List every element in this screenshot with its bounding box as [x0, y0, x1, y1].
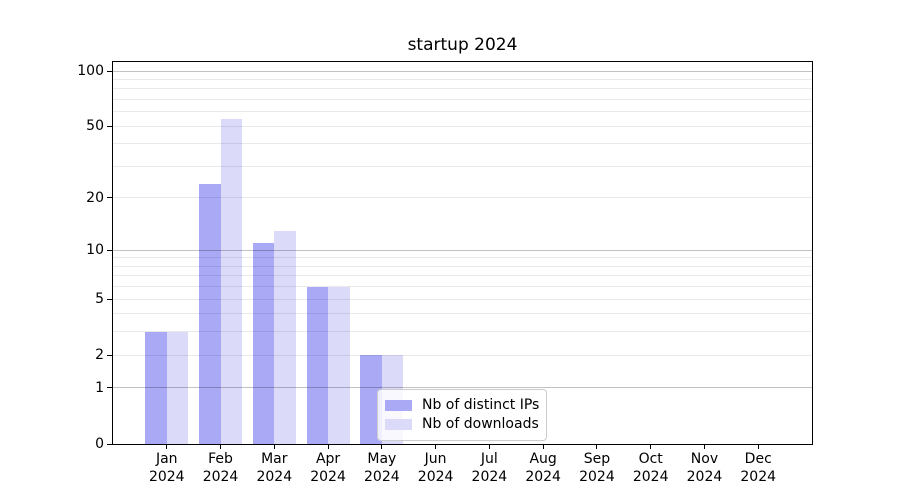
bar-distinct-ips	[199, 183, 221, 444]
x-tick	[273, 444, 275, 449]
gridline-minor	[113, 78, 812, 80]
y-tick-label: 100	[77, 63, 104, 80]
y-tick-label: 5	[95, 291, 104, 308]
gridline-minor	[113, 354, 812, 356]
x-tick-label: Oct 2024	[632, 451, 669, 485]
gridline-minor	[113, 99, 812, 101]
gridline-major	[113, 70, 812, 72]
x-tick-label: Feb 2024	[202, 451, 239, 485]
x-tick-label: Jun 2024	[417, 451, 454, 485]
y-tick	[107, 197, 113, 199]
x-tick-label: Jul 2024	[471, 451, 508, 485]
bar-downloads	[166, 331, 189, 444]
gridline-minor	[113, 298, 812, 300]
y-tick-label: 10	[86, 242, 104, 259]
x-tick-label: Apr 2024	[310, 451, 346, 485]
gridline-minor	[113, 265, 812, 267]
x-tick	[488, 444, 490, 449]
gridline-major	[113, 387, 812, 389]
y-tick	[107, 249, 113, 251]
bar-downloads	[220, 118, 243, 444]
x-tick-label: May 2024	[364, 451, 400, 485]
bar-distinct-ips	[145, 331, 167, 444]
x-tick-label: Mar 2024	[256, 451, 293, 485]
gridline-minor	[113, 275, 812, 277]
x-tick-label: Sep 2024	[579, 451, 615, 485]
bar-downloads	[328, 286, 350, 444]
x-tick	[166, 444, 168, 449]
gridline-minor	[113, 197, 812, 199]
y-tick-label: 2	[95, 347, 104, 364]
chart-title: startup 2024	[407, 35, 518, 55]
gridline-minor	[113, 111, 812, 113]
x-tick	[650, 444, 652, 449]
bar-downloads	[274, 230, 296, 444]
x-tick	[542, 444, 544, 449]
y-tick	[107, 443, 113, 445]
bars-layer	[113, 62, 812, 444]
bar-distinct-ips	[252, 243, 275, 444]
x-tick-label: Nov 2024	[686, 451, 723, 485]
gridline-major	[113, 249, 812, 251]
gridline-minor	[113, 88, 812, 90]
y-tick-label: 50	[86, 118, 104, 135]
x-tick	[757, 444, 759, 449]
axes-layer: Jan 2024 Feb 2024 Mar 2024 Apr 2024 May 2024…	[77, 62, 812, 485]
gridline-minor	[113, 257, 812, 259]
y-tick	[107, 298, 113, 300]
y-tick-label: 20	[86, 189, 104, 206]
x-tick-label: Aug 2024	[525, 451, 561, 485]
y-tick	[107, 125, 113, 127]
x-tick	[435, 444, 437, 449]
y-tick	[107, 354, 113, 356]
plot-area: Jan 2024 Feb 2024 Mar 2024 Apr 2024 May 2024…	[77, 61, 813, 485]
x-tick	[596, 444, 598, 449]
grid-layer	[113, 62, 812, 444]
gridline-minor	[113, 125, 812, 127]
x-tick-label: Jan 2024	[148, 451, 185, 485]
legend-entry-distinct-ips: Nb of distinct IPs	[385, 396, 540, 415]
legend-label: Nb of downloads	[422, 416, 539, 432]
x-tick	[327, 444, 329, 449]
bar-distinct-ips	[306, 286, 329, 444]
legend-swatch-downloads	[385, 419, 412, 430]
y-tick-label: 1	[95, 379, 104, 396]
legend-label: Nb of distinct IPs	[422, 397, 540, 413]
y-tick-label: 0	[95, 436, 104, 452]
gridline-minor	[113, 286, 812, 288]
gridline-minor	[113, 166, 812, 167]
gridline-minor	[113, 331, 812, 333]
x-tick	[703, 444, 705, 449]
x-tick-label: Dec 2024	[740, 451, 777, 485]
legend-swatch-distinct-ips	[385, 400, 412, 411]
x-tick	[381, 444, 383, 449]
y-tick	[107, 387, 113, 389]
x-tick	[220, 444, 222, 449]
gridline-minor	[113, 313, 812, 315]
y-tick	[107, 70, 113, 72]
gridline-minor	[113, 143, 812, 145]
legend: Nb of distinct IPs Nb of downloads	[377, 389, 547, 441]
legend-entry-downloads: Nb of downloads	[385, 415, 539, 434]
bar-distinct-ips	[360, 355, 382, 444]
